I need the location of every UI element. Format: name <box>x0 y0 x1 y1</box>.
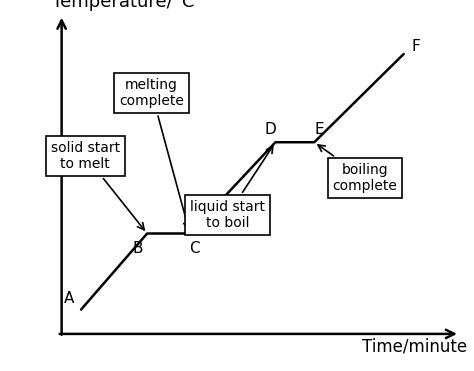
Text: solid start
to melt: solid start to melt <box>51 141 144 230</box>
Text: Time/minute: Time/minute <box>362 338 467 356</box>
Text: D: D <box>265 122 276 137</box>
Text: C: C <box>189 241 200 256</box>
Text: liquid start
to boil: liquid start to boil <box>190 146 273 230</box>
Text: Temperature/°C: Temperature/°C <box>52 0 194 11</box>
Text: F: F <box>411 39 420 54</box>
Text: E: E <box>314 122 324 137</box>
Text: melting
complete: melting complete <box>119 78 190 229</box>
Text: boiling
complete: boiling complete <box>318 145 397 193</box>
Text: A: A <box>64 291 74 306</box>
Text: B: B <box>132 241 143 256</box>
